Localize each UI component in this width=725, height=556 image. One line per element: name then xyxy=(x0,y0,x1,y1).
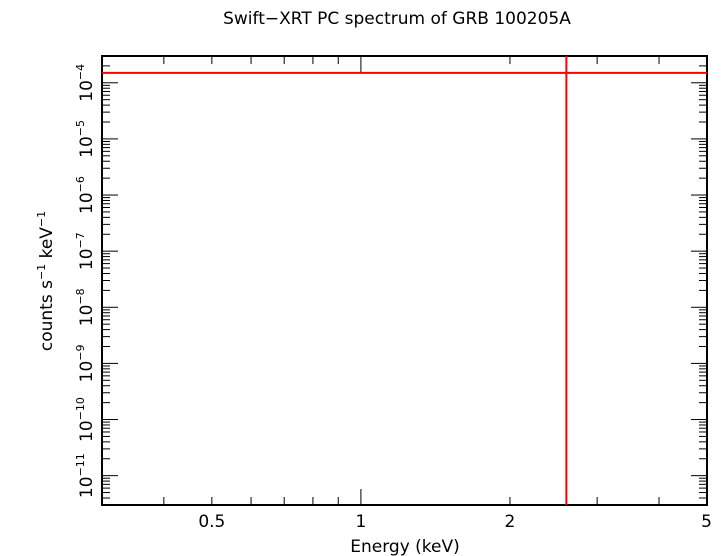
x-tick-label: 1 xyxy=(355,512,366,532)
y-tick-label-exp: −7 xyxy=(74,232,87,248)
y-tick-label: 10−9 xyxy=(74,344,97,382)
y-tick-label: 10−8 xyxy=(74,288,97,326)
x-tick-labels: 0.5 1 2 5 xyxy=(198,512,712,532)
y-tick-label-base: 10 xyxy=(77,248,97,270)
x-tick-label: 2 xyxy=(505,512,516,532)
y-tick-label: 10−7 xyxy=(74,232,97,270)
plot-area xyxy=(101,55,708,506)
y-tick-label-exp: −5 xyxy=(74,120,87,136)
y-tick-label-base: 10 xyxy=(77,476,97,498)
chart-title: Swift−XRT PC spectrum of GRB 100205A xyxy=(223,9,571,29)
y-tick-label: 10−5 xyxy=(74,120,97,158)
y-tick-label-base: 10 xyxy=(77,420,97,442)
y-axis-label-mid: keV xyxy=(37,227,57,264)
y-tick-label: 10−11 xyxy=(74,453,97,498)
y-tick-label: 10−6 xyxy=(74,176,97,214)
y-tick-label: 10−10 xyxy=(74,397,97,442)
y-tick-label: 10−4 xyxy=(74,64,97,102)
y-axis-label-exp2: −1 xyxy=(35,211,48,227)
y-axis-label-base: counts s xyxy=(37,280,57,351)
y-tick-label-base: 10 xyxy=(77,192,97,214)
y-tick-label-base: 10 xyxy=(77,136,97,158)
data-series xyxy=(102,56,707,505)
y-tick-label-base: 10 xyxy=(77,80,97,102)
y-axis-label-exp1: −1 xyxy=(35,264,48,280)
y-tick-label-exp: −11 xyxy=(74,453,87,476)
y-tick-label-exp: −10 xyxy=(74,397,87,420)
y-tick-label-base: 10 xyxy=(77,305,97,327)
y-tick-label-exp: −8 xyxy=(74,288,87,304)
y-tick-label-exp: −6 xyxy=(74,176,87,192)
y-tick-label-exp: −9 xyxy=(74,344,87,360)
plot-frame xyxy=(101,55,708,506)
x-axis-label: Energy (keV) xyxy=(350,537,460,556)
x-tick-label: 5 xyxy=(701,512,712,532)
x-tick-label: 0.5 xyxy=(198,512,225,532)
y-axis-label: counts s−1 keV−1 xyxy=(35,211,57,351)
tick-marks xyxy=(101,55,708,506)
y-tick-label-base: 10 xyxy=(77,361,97,383)
y-tick-label-exp: −4 xyxy=(74,64,87,80)
